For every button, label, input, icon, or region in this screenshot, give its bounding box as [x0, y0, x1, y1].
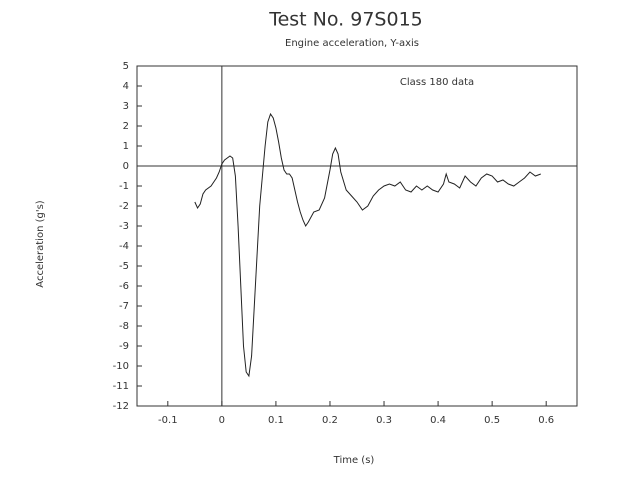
x-tick-label: 0.4 [430, 415, 446, 426]
chart-subtitle: Engine acceleration, Y-axis [285, 38, 419, 49]
x-tick-label: 0.1 [268, 415, 284, 426]
y-tick-label: -2 [119, 201, 129, 212]
y-tick-label: -1 [119, 181, 129, 192]
y-tick-label: -9 [119, 341, 129, 352]
y-axis-label: Acceleration (g's) [35, 200, 46, 288]
x-tick-label: -0.1 [158, 415, 178, 426]
data-line [194, 112, 541, 378]
y-tick-label: 1 [123, 141, 129, 152]
y-tick-label: -10 [113, 361, 129, 372]
y-tick-label: -6 [119, 281, 129, 292]
y-tick-label: -12 [113, 401, 129, 412]
x-tick-label: 0.5 [484, 415, 500, 426]
y-tick-label: -5 [119, 261, 129, 272]
y-tick-label: 0 [123, 161, 129, 172]
y-tick-label: -4 [119, 241, 129, 252]
x-tick-label: 0.3 [376, 415, 392, 426]
y-tick-label: -3 [119, 221, 129, 232]
y-tick-label: -11 [113, 381, 129, 392]
y-tick-label: -8 [119, 321, 129, 332]
annotation: Class 180 data [400, 77, 474, 88]
chart-title: Test No. 97S015 [268, 9, 423, 31]
x-tick-label: 0 [219, 415, 225, 426]
y-tick-label: 3 [123, 101, 129, 112]
y-tick-label: 2 [123, 121, 129, 132]
y-tick-label: 5 [123, 61, 129, 72]
x-axis-label: Time (s) [333, 455, 375, 466]
plot-frame [136, 65, 578, 407]
y-tick-label: 4 [123, 81, 129, 92]
x-tick-label: 0.2 [322, 415, 338, 426]
x-tick-label: 0.6 [538, 415, 554, 426]
y-tick-label: -7 [119, 301, 129, 312]
